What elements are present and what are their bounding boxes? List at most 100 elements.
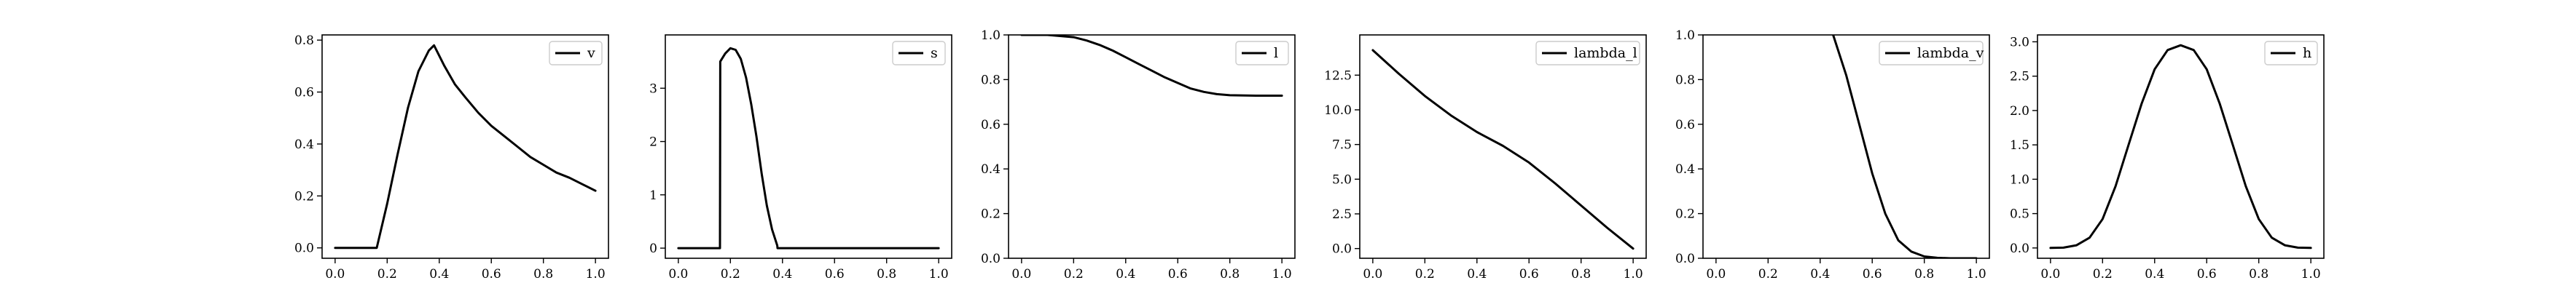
chart-panel-1: 0.0 0.2 0.4 0.6 0.8 1.0 0.0 0.2 0.4 0.6 0.8 v <box>294 33 609 282</box>
series-line-v <box>334 44 597 250</box>
chart-panel-5: 0.0 0.2 0.4 0.6 0.8 1.0 0.0 0.2 0.4 0.6 0.8 1.0 lamb… <box>1675 28 1990 282</box>
y-tick-label: 0.6 <box>294 86 314 100</box>
x-tick-label: 0.0 <box>1363 267 1382 282</box>
y-tick-label: 0.6 <box>981 118 1001 132</box>
y-tick-label: 0.0 <box>2010 242 2029 256</box>
x-tick-label: 0.8 <box>533 267 553 282</box>
x-tick-label: 0.4 <box>1810 267 1830 282</box>
y-tick-label: 1 <box>649 188 657 203</box>
legend-label: s <box>931 45 938 61</box>
y-tick-label: 5.0 <box>1332 172 1352 187</box>
x-tick-label: 1.0 <box>1624 267 1643 282</box>
chart-panel-2: 0.0 0.2 0.4 0.6 0.8 1.0 0 1 2 3 s <box>649 34 952 282</box>
legend: h <box>2264 41 2318 65</box>
axes-frame <box>1008 34 1296 259</box>
x-tick-label: 0.6 <box>1863 267 1882 282</box>
y-tick-label: 0.0 <box>294 242 314 256</box>
legend-label: h <box>2303 45 2311 61</box>
y-tick-label: 2.5 <box>2010 70 2029 84</box>
y-tick-label: 1.0 <box>981 28 1001 43</box>
x-tick-label: 0.6 <box>1168 267 1188 282</box>
x-tick-label: 0.2 <box>2093 267 2113 282</box>
y-tick-label: 0.2 <box>294 189 314 204</box>
y-tick-label: 0.0 <box>1332 242 1352 257</box>
y-tick-label: 1.5 <box>2010 138 2029 153</box>
series-line-l <box>1020 35 1283 97</box>
y-tick-label: 0.8 <box>981 73 1001 87</box>
legend-label: l <box>1274 45 1278 61</box>
x-tick-label: 0.0 <box>2040 267 2060 282</box>
x-tick-label: 0.2 <box>1758 267 1778 282</box>
axes-frame <box>1359 34 1647 259</box>
y-tick-label: 0.0 <box>981 252 1001 266</box>
y-tick-label: 2.0 <box>2010 104 2029 119</box>
x-tick-label: 1.0 <box>586 267 606 282</box>
y-tick-label: 7.5 <box>1332 138 1352 153</box>
x-tick-label: 0.6 <box>482 267 501 282</box>
legend-label: lambda_l <box>1574 45 1637 61</box>
y-tick-label: 10.0 <box>1324 103 1352 118</box>
y-tick-label: 0.2 <box>1675 207 1695 222</box>
chart-panel-4: 0.0 0.2 0.4 0.6 0.8 1.0 0.0 2.5 5.0 7.5 10.0 12.5 la… <box>1324 34 1647 282</box>
x-tick-label: 0.4 <box>1116 267 1135 282</box>
series-line-lambda_l <box>1371 49 1635 250</box>
axes-frame <box>1702 34 1990 259</box>
axes-frame <box>665 34 952 259</box>
y-tick-label: 3 <box>649 81 657 96</box>
x-tick-label: 0.0 <box>668 267 688 282</box>
x-tick-label: 0.8 <box>877 267 896 282</box>
x-tick-label: 1.0 <box>1967 267 1986 282</box>
y-tick-label: 1.0 <box>2010 172 2029 187</box>
legend-label: lambda_v <box>1917 45 1984 61</box>
legend: s <box>892 41 946 65</box>
x-tick-label: 0.4 <box>429 267 449 282</box>
x-tick-label: 1.0 <box>929 267 949 282</box>
legend-label: v <box>587 45 595 61</box>
legend: v <box>549 41 603 65</box>
y-tick-label: 0.0 <box>1675 252 1695 266</box>
y-tick-label: 12.5 <box>1324 68 1352 83</box>
legend: lambda_l <box>1535 41 1640 65</box>
x-tick-label: 0.8 <box>1220 267 1240 282</box>
y-tick-label: 0.5 <box>2010 207 2029 222</box>
x-tick-label: 0.2 <box>1415 267 1435 282</box>
series-line-s <box>677 47 940 250</box>
y-tick-label: 1.0 <box>1675 28 1695 43</box>
chart-panel-3: 0.0 0.2 0.4 0.6 0.8 1.0 0.0 0.2 0.4 0.6 0.8 1.0 l <box>981 28 1296 282</box>
y-tick-label: 0 <box>649 242 657 256</box>
x-tick-label: 0.2 <box>377 267 397 282</box>
x-tick-label: 0.8 <box>1571 267 1591 282</box>
y-tick-label: 0.4 <box>1675 162 1695 177</box>
x-tick-label: 0.4 <box>2145 267 2164 282</box>
y-tick-label: 2.5 <box>1332 207 1352 222</box>
x-tick-label: 0.8 <box>2249 267 2268 282</box>
x-tick-label: 0.4 <box>772 267 792 282</box>
y-tick-label: 0.4 <box>294 137 314 152</box>
y-tick-label: 2 <box>649 135 657 150</box>
axes-frame <box>2037 34 2325 259</box>
y-tick-label: 0.4 <box>981 162 1001 177</box>
legend-box <box>1879 41 1984 65</box>
series-line-lambda_v <box>1832 35 1978 258</box>
x-tick-label: 0.4 <box>1467 267 1487 282</box>
axes-frame <box>321 34 609 259</box>
x-tick-label: 1.0 <box>2301 267 2321 282</box>
series-line-h <box>2049 44 2312 250</box>
x-tick-label: 1.0 <box>1272 267 1292 282</box>
y-tick-label: 0.8 <box>294 33 314 48</box>
x-tick-label: 0.8 <box>1914 267 1934 282</box>
chart-panel-6: 0.0 0.2 0.4 0.6 0.8 1.0 0.0 0.5 1.0 1.5 2.0 2.5 3.0 h <box>2010 34 2325 282</box>
x-tick-label: 0.0 <box>1706 267 1726 282</box>
x-tick-label: 0.6 <box>1519 267 1539 282</box>
y-tick-label: 0.6 <box>1675 118 1695 132</box>
y-tick-label: 0.8 <box>1675 73 1695 87</box>
legend: lambda_v <box>1879 41 1984 65</box>
y-tick-label: 0.2 <box>981 207 1001 222</box>
x-tick-label: 0.6 <box>825 267 845 282</box>
y-tick-label: 3.0 <box>2010 35 2029 49</box>
x-tick-label: 0.0 <box>325 267 345 282</box>
x-tick-label: 0.0 <box>1011 267 1031 282</box>
x-tick-label: 0.2 <box>1064 267 1084 282</box>
legend-box <box>1535 41 1640 65</box>
